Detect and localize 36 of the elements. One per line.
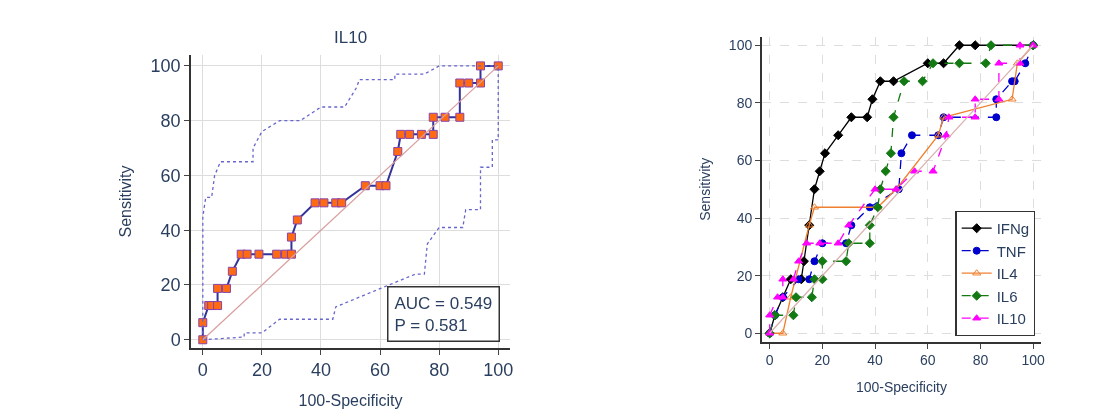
legend-label: IL10 [996, 310, 1026, 328]
annotation: P = 0.581 [394, 315, 468, 335]
x-tick-label: 80 [972, 352, 989, 369]
y-tick-label: 20 [160, 275, 181, 296]
y-axis-title: Sensitivity [116, 165, 134, 238]
legend-label: IL6 [996, 287, 1018, 305]
y-tick-label: 0 [744, 325, 753, 342]
y-tick-label: 40 [160, 220, 181, 241]
x-tick-label: 100 [483, 360, 514, 381]
x-axis-title: 100-Specificity [298, 391, 403, 409]
x-axis-title: 100-Specificity [855, 379, 947, 396]
y-tick-label: 60 [160, 165, 181, 186]
x-tick-label: 60 [370, 360, 391, 381]
y-tick-label: 0 [170, 330, 181, 351]
annotation: AUC = 0.549 [394, 293, 493, 313]
x-tick-label: 100 [1021, 352, 1046, 369]
x-tick-label: 60 [919, 352, 936, 369]
y-axis-title: Sensitivity [696, 157, 713, 221]
x-tick-label: 0 [197, 360, 208, 381]
x-tick-label: 40 [867, 352, 884, 369]
chart-title: IL10 [334, 28, 368, 47]
y-tick-label: 60 [736, 152, 753, 169]
x-tick-label: 40 [310, 360, 331, 381]
y-tick-label: 100 [728, 37, 753, 54]
legend-label: IFNg [996, 220, 1030, 238]
y-tick-label: 20 [736, 267, 753, 284]
legend-label: TNF [996, 242, 1026, 260]
legend-label: IL4 [996, 265, 1018, 283]
y-tick-label: 80 [736, 94, 753, 111]
y-tick-label: 40 [736, 209, 753, 226]
x-tick-label: 80 [429, 360, 450, 381]
y-tick-label: 80 [160, 110, 181, 131]
x-tick-label: 0 [765, 352, 774, 369]
y-tick-label: 100 [150, 56, 181, 77]
x-tick-label: 20 [814, 352, 831, 369]
x-tick-label: 20 [251, 360, 272, 381]
